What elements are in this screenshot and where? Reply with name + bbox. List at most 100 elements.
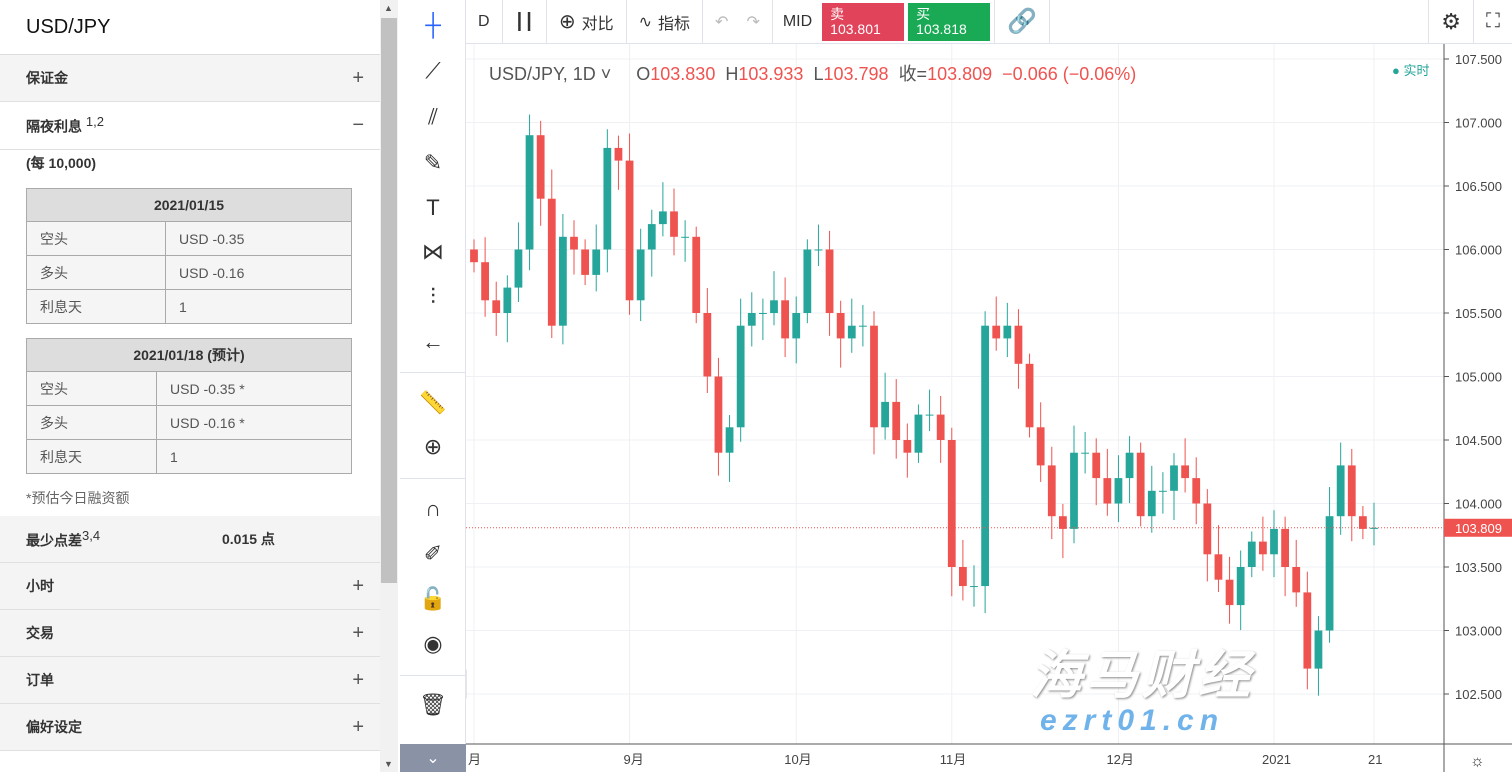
candle-body — [1181, 465, 1189, 479]
candle-body — [1092, 452, 1101, 479]
price-type-button[interactable]: MID — [782, 12, 813, 30]
buy-label: 买 — [916, 5, 931, 22]
fib-tool-icon[interactable]: ⫽ — [428, 104, 438, 129]
redo-icon[interactable]: ↷ — [746, 13, 760, 31]
swap-table-date: 2021/01/18 (预计) — [26, 338, 352, 372]
prediction-tool-icon[interactable]: ⫶ — [430, 284, 436, 309]
y-tick-label: 103.000 — [1455, 624, 1502, 639]
panel-scrollbar[interactable]: ▲ ▼ — [380, 0, 398, 772]
interval-button[interactable]: D — [466, 0, 503, 44]
candle-body — [614, 147, 623, 161]
fullscreen-icon[interactable]: ⛶ — [1486, 10, 1500, 32]
scroll-up-icon[interactable]: ▲ — [384, 3, 393, 13]
magnet-icon[interactable]: ∩ — [425, 496, 441, 521]
trash-icon[interactable]: 🗑 — [419, 692, 447, 717]
candle-body — [536, 135, 545, 199]
section-item[interactable]: 偏好设定 + — [0, 704, 380, 751]
table-row: 利息天 1 — [26, 289, 352, 324]
candle-body — [1214, 554, 1223, 580]
candle-style-icon[interactable]: ┃┃ — [503, 0, 547, 44]
symbol-interval[interactable]: USD/JPY, 1D — [489, 64, 596, 84]
x-tick-label: 2021 — [1262, 752, 1291, 767]
candle-body — [681, 236, 689, 238]
row-label: 空头 — [26, 221, 166, 256]
candle-body — [1292, 567, 1301, 593]
unlock-icon[interactable]: 🔓 — [419, 586, 447, 611]
section-label: 保证金 — [26, 70, 68, 86]
y-tick-label: 104.000 — [1455, 497, 1502, 512]
y-tick-label: 103.500 — [1455, 560, 1502, 575]
expand-toolbar-icon[interactable]: ⌄ — [400, 744, 466, 772]
scrollbar-thumb[interactable] — [381, 18, 397, 583]
section-label: 交易 — [26, 625, 54, 641]
candle-body — [1236, 567, 1245, 606]
eye-icon[interactable]: ◉ — [423, 631, 443, 656]
pattern-tool-icon[interactable]: ⋈ — [422, 239, 444, 264]
footnote-ref: 1,2 — [85, 114, 104, 130]
y-tick-label: 104.500 — [1455, 433, 1502, 448]
candle-body — [1047, 465, 1056, 517]
plus-icon[interactable]: + — [352, 66, 364, 89]
brush-icon[interactable]: ✎ — [423, 150, 443, 175]
plus-circle-icon: ⊕ — [558, 11, 576, 33]
candle-body — [481, 262, 489, 301]
min-spread-value: 0.015 点 — [222, 531, 275, 547]
candle-body — [1192, 478, 1201, 504]
candle-body — [1036, 427, 1045, 466]
chart-top-toolbar: D ┃┃ ⊕ 对比 ∿ 指标 ↶ ↷ MID 卖 103.801 买 103.818 🔗 … — [466, 0, 1512, 44]
table-row: 利息天 1 — [26, 439, 352, 474]
table-row: 空头 USD -0.35 * — [26, 371, 352, 406]
link-icon[interactable]: 🔗 — [994, 0, 1051, 44]
lock-drawing-icon[interactable]: ✐ — [423, 541, 443, 566]
compare-button[interactable]: ⊕ 对比 — [547, 0, 627, 44]
plus-icon[interactable]: + — [352, 668, 364, 691]
price-chart[interactable]: 107.500 107.000 106.500 106.000 105.500 105.0… — [466, 44, 1512, 772]
scroll-down-icon[interactable]: ▼ — [384, 759, 393, 769]
sell-button[interactable]: 卖 103.801 — [822, 2, 905, 41]
undo-icon[interactable]: ↶ — [715, 13, 729, 31]
estimate-note: *预估今日融资额 — [26, 490, 130, 506]
section-margin[interactable]: 保证金 + — [0, 55, 380, 102]
candle-body — [1247, 541, 1256, 567]
candle-body — [659, 211, 667, 225]
trend-line-icon[interactable]: ⟋ — [425, 58, 441, 83]
crosshair-icon[interactable]: ┼ — [425, 12, 441, 37]
ruler-icon[interactable]: 📏 — [419, 390, 447, 415]
row-label: 利息天 — [26, 439, 157, 474]
section-item[interactable]: 小时 + — [0, 563, 380, 610]
plus-icon[interactable]: + — [352, 715, 364, 738]
minus-icon[interactable]: − — [352, 114, 364, 136]
section-item[interactable]: 订单 + — [0, 657, 380, 704]
buy-price: 103.818 — [916, 20, 967, 37]
x-tick-label: 21 — [1368, 752, 1382, 767]
plus-icon[interactable]: + — [352, 574, 364, 597]
arrow-left-icon[interactable]: ← — [422, 329, 444, 354]
indicators-button[interactable]: ∿ 指标 — [627, 0, 704, 44]
low-value: 103.798 — [823, 64, 889, 84]
section-overnight[interactable]: 隔夜利息 1,2 − — [0, 102, 380, 150]
x-tick-label: 9月 — [624, 752, 644, 767]
section-label: 最少点差 — [26, 532, 82, 549]
compare-label: 对比 — [581, 15, 614, 33]
table-row: 空头 USD -0.35 — [26, 221, 352, 256]
swap-table: 2021/01/15 空头 USD -0.35 多头 USD -0.16 利息天 1 — [26, 188, 352, 324]
row-value: USD -0.35 — [165, 221, 352, 256]
candle-body — [847, 325, 856, 339]
section-item[interactable]: 交易 + — [0, 610, 380, 657]
buy-button[interactable]: 买 103.818 — [908, 2, 991, 41]
candle-body — [1270, 528, 1278, 555]
settings-gear-icon[interactable]: ⚙ — [1428, 0, 1474, 44]
candle-body — [692, 236, 701, 313]
candle-body — [470, 249, 478, 263]
candle-body — [1070, 452, 1078, 529]
candle-body — [1314, 630, 1323, 669]
candle-body — [1347, 465, 1356, 517]
candle-body — [1081, 452, 1089, 454]
text-tool-icon[interactable]: T — [426, 195, 440, 220]
plus-icon[interactable]: + — [352, 621, 364, 644]
open-value: 103.830 — [650, 64, 716, 84]
last-price-label: 103.809 — [1455, 521, 1502, 536]
section-label: 小时 — [26, 578, 54, 594]
candle-body — [792, 313, 801, 339]
zoom-in-icon[interactable]: ⊕ — [423, 434, 443, 459]
